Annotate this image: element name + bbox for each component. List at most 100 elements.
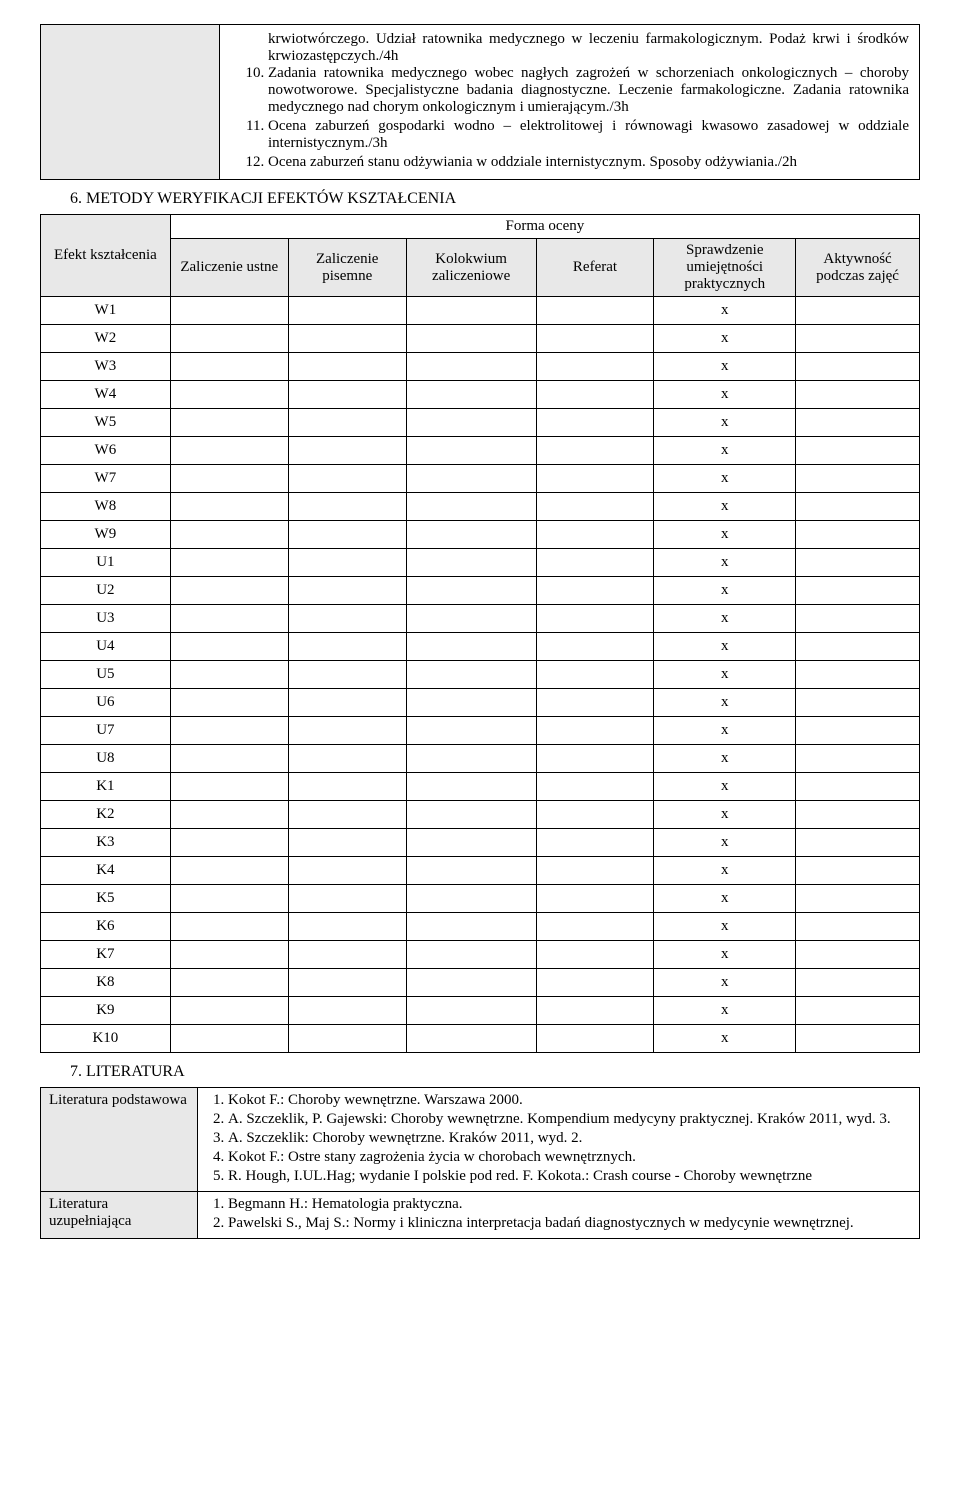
lit-basic-1: Kokot F.: Choroby wewnętrzne. Warszawa 2… bbox=[228, 1092, 911, 1109]
eval-cell bbox=[288, 353, 406, 381]
eval-cell bbox=[170, 913, 288, 941]
eval-cell bbox=[288, 773, 406, 801]
eval-cell bbox=[536, 801, 654, 829]
table-row: U7x bbox=[41, 717, 920, 745]
section-7-num: 7. bbox=[70, 1063, 82, 1080]
eval-cell bbox=[406, 1025, 536, 1053]
eval-cell bbox=[796, 661, 920, 689]
eval-row-label: K7 bbox=[41, 941, 171, 969]
eval-cell bbox=[536, 409, 654, 437]
section-6-title: METODY WERYFIKACJI EFEKTÓW KSZTAŁCENIA bbox=[86, 190, 456, 207]
eval-cell bbox=[406, 829, 536, 857]
table-row: K2x bbox=[41, 801, 920, 829]
eval-cell bbox=[170, 577, 288, 605]
content-box-right: krwiotwórczego. Udział ratownika medyczn… bbox=[220, 25, 920, 180]
eval-cell bbox=[796, 325, 920, 353]
eval-cell bbox=[288, 437, 406, 465]
eval-cell bbox=[536, 885, 654, 913]
eval-cell bbox=[796, 969, 920, 997]
eval-row-label: K4 bbox=[41, 857, 171, 885]
eval-cell: x bbox=[654, 801, 796, 829]
eval-col-zaliczenie-ustne: Zaliczenie ustne bbox=[170, 239, 288, 297]
eval-cell bbox=[170, 465, 288, 493]
table-row: W8x bbox=[41, 493, 920, 521]
eval-cell bbox=[406, 801, 536, 829]
eval-header-form: Forma oceny bbox=[170, 215, 919, 239]
eval-cell bbox=[170, 997, 288, 1025]
eval-cell bbox=[406, 325, 536, 353]
eval-cell bbox=[406, 493, 536, 521]
eval-cell bbox=[406, 661, 536, 689]
eval-cell bbox=[796, 941, 920, 969]
eval-cell bbox=[288, 941, 406, 969]
table-row: K5x bbox=[41, 885, 920, 913]
lit-supp-list: Begmann H.: Hematologia praktyczna. Pawe… bbox=[206, 1196, 911, 1232]
eval-row-label: U6 bbox=[41, 689, 171, 717]
eval-cell bbox=[536, 857, 654, 885]
eval-cell bbox=[406, 745, 536, 773]
eval-cell bbox=[288, 325, 406, 353]
table-row: K8x bbox=[41, 969, 920, 997]
eval-cell bbox=[796, 465, 920, 493]
eval-row-label: K9 bbox=[41, 997, 171, 1025]
eval-row-label: W4 bbox=[41, 381, 171, 409]
table-row: K1x bbox=[41, 773, 920, 801]
eval-row-label: W3 bbox=[41, 353, 171, 381]
eval-cell bbox=[170, 885, 288, 913]
eval-row-label: W6 bbox=[41, 437, 171, 465]
eval-cell bbox=[170, 969, 288, 997]
lit-supp-2: Pawelski S., Maj S.: Normy i kliniczna i… bbox=[228, 1215, 911, 1232]
eval-row-label: U1 bbox=[41, 549, 171, 577]
eval-cell bbox=[796, 857, 920, 885]
table-row: W3x bbox=[41, 353, 920, 381]
table-row: K10x bbox=[41, 1025, 920, 1053]
eval-cell bbox=[536, 969, 654, 997]
eval-cell bbox=[796, 913, 920, 941]
eval-cell bbox=[288, 381, 406, 409]
eval-cell bbox=[170, 409, 288, 437]
eval-cell bbox=[288, 801, 406, 829]
lit-basic-cell: Kokot F.: Choroby wewnętrzne. Warszawa 2… bbox=[198, 1088, 920, 1192]
eval-cell: x bbox=[654, 437, 796, 465]
eval-cell bbox=[170, 745, 288, 773]
eval-cell: x bbox=[654, 941, 796, 969]
eval-cell bbox=[536, 381, 654, 409]
eval-cell bbox=[170, 717, 288, 745]
eval-cell bbox=[288, 521, 406, 549]
eval-cell bbox=[170, 689, 288, 717]
eval-cell bbox=[406, 605, 536, 633]
eval-cell bbox=[406, 717, 536, 745]
eval-cell bbox=[170, 521, 288, 549]
eval-cell bbox=[796, 297, 920, 325]
table-row: W4x bbox=[41, 381, 920, 409]
eval-cell bbox=[288, 857, 406, 885]
eval-cell: x bbox=[654, 493, 796, 521]
eval-cell bbox=[536, 465, 654, 493]
eval-cell bbox=[288, 297, 406, 325]
eval-cell: x bbox=[654, 605, 796, 633]
eval-cell bbox=[170, 605, 288, 633]
eval-cell bbox=[536, 521, 654, 549]
content-list: Zadania ratownika medycznego wobec nagły… bbox=[246, 65, 909, 171]
eval-row-label: U4 bbox=[41, 633, 171, 661]
lit-supp-cell: Begmann H.: Hematologia praktyczna. Pawe… bbox=[198, 1192, 920, 1239]
eval-cell bbox=[406, 381, 536, 409]
eval-cell bbox=[288, 829, 406, 857]
eval-cell bbox=[288, 661, 406, 689]
eval-cell bbox=[170, 1025, 288, 1053]
eval-cell: x bbox=[654, 549, 796, 577]
eval-row-label: U7 bbox=[41, 717, 171, 745]
eval-cell: x bbox=[654, 773, 796, 801]
eval-cell bbox=[406, 969, 536, 997]
eval-cell bbox=[170, 297, 288, 325]
eval-cell bbox=[796, 885, 920, 913]
eval-cell bbox=[406, 297, 536, 325]
eval-cell bbox=[536, 689, 654, 717]
eval-cell bbox=[288, 633, 406, 661]
eval-cell: x bbox=[654, 409, 796, 437]
eval-cell bbox=[406, 465, 536, 493]
lit-supp-1: Begmann H.: Hematologia praktyczna. bbox=[228, 1196, 911, 1213]
table-row: W5x bbox=[41, 409, 920, 437]
eval-cell bbox=[796, 689, 920, 717]
table-row: W7x bbox=[41, 465, 920, 493]
